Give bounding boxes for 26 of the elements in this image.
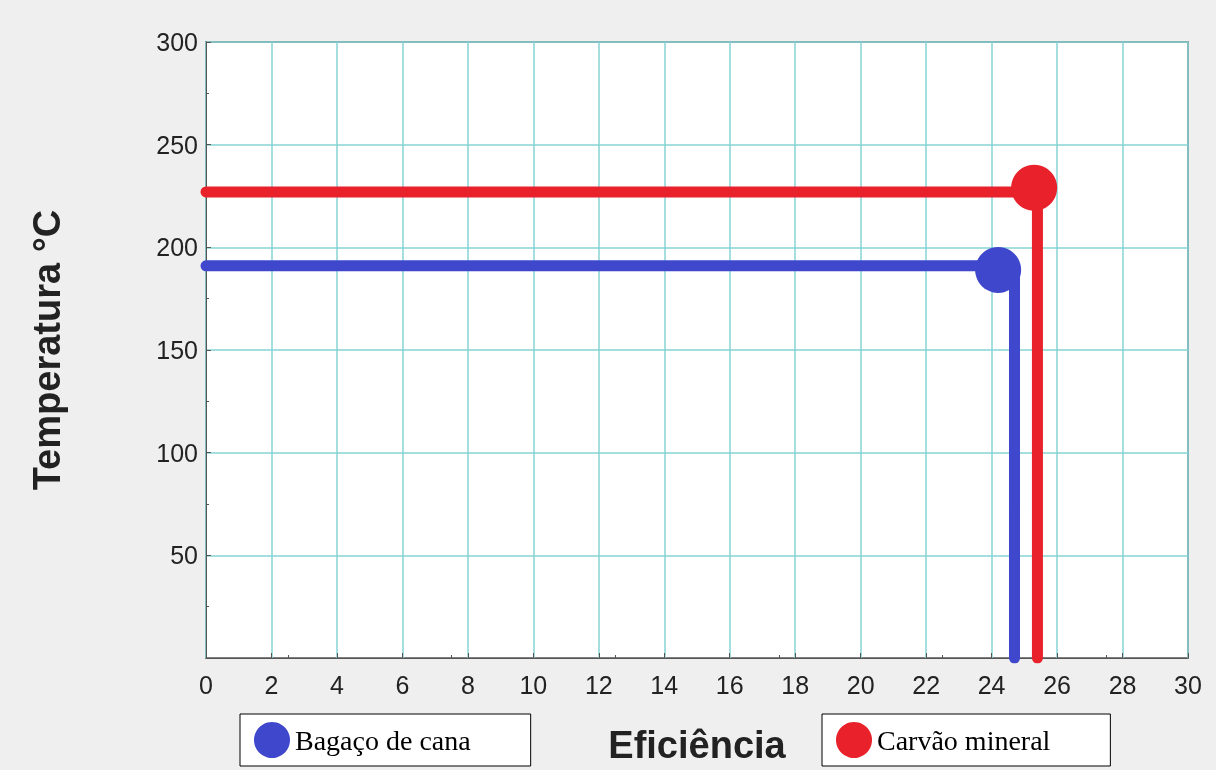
x-tick-label: 8	[460, 670, 475, 699]
y-tick-label: 250	[156, 130, 198, 159]
x-tick-label: 18	[781, 670, 810, 699]
y-tick-label: 100	[156, 438, 198, 467]
x-tick-label: 28	[1108, 670, 1137, 699]
y-tick-label: 300	[156, 28, 198, 56]
x-tick-label: 20	[846, 670, 875, 699]
x-tick-label: 14	[650, 670, 679, 699]
legend-label: Bagaço de cana	[295, 724, 472, 756]
x-tick-label: 16	[715, 670, 744, 699]
x-tick-label: 24	[977, 670, 1006, 699]
x-tick-label: 6	[395, 670, 410, 699]
x-axis-title: Eficiência	[608, 724, 787, 766]
y-axis-title: Temperatura °C	[26, 209, 68, 491]
x-tick-label: 0	[199, 670, 213, 699]
y-tick-label: 200	[156, 233, 198, 262]
x-tick-label: 2	[264, 670, 279, 699]
x-tick-label: 4	[329, 670, 344, 699]
x-tick-label: 10	[519, 670, 548, 699]
x-tick-label: 26	[1043, 670, 1071, 699]
x-tick-label: 30	[1174, 670, 1202, 699]
x-tick-label: 12	[584, 670, 613, 699]
legend-label: Carvão mineral	[877, 724, 1051, 756]
x-tick-label: 22	[912, 670, 941, 699]
y-tick-label: 150	[156, 336, 198, 364]
y-tick-label: 50	[170, 541, 198, 570]
